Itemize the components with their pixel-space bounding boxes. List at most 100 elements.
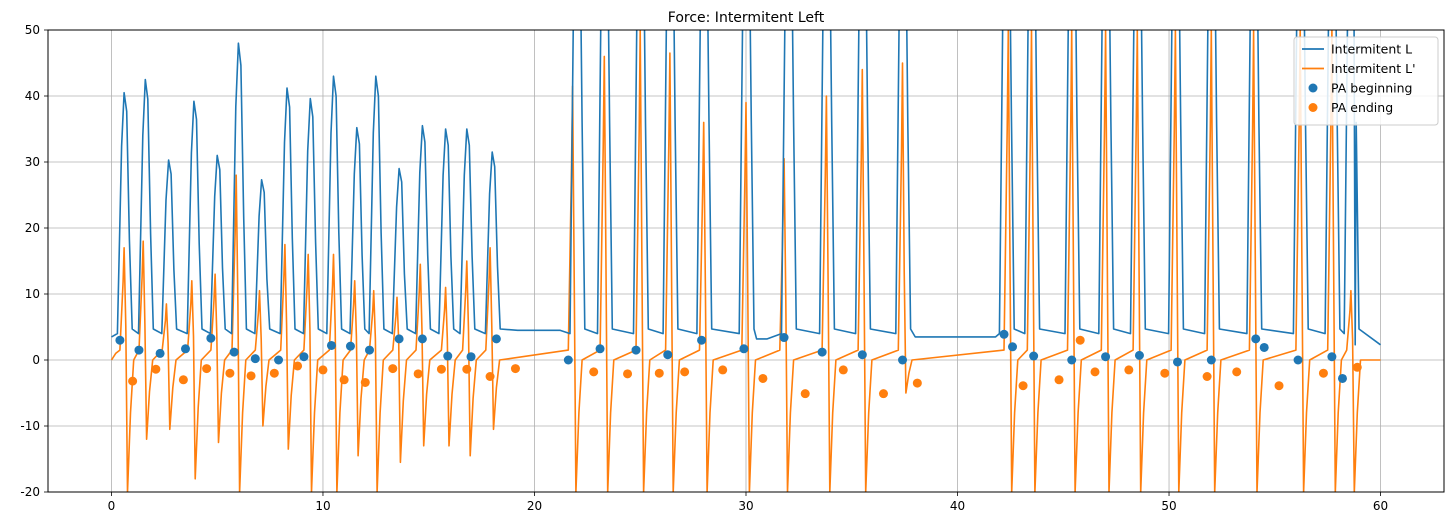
pa-beginning-point: [1206, 355, 1216, 365]
pa-ending-point: [485, 372, 495, 381]
pa-ending-point: [128, 376, 138, 386]
legend-marker-swatch: [1308, 103, 1318, 112]
pa-ending-point: [912, 378, 922, 388]
pa-ending-point: [878, 389, 888, 399]
pa-beginning-point: [999, 329, 1009, 339]
pa-beginning-point: [563, 355, 573, 365]
pa-ending-point: [388, 364, 398, 374]
pa-beginning-point: [1008, 342, 1018, 352]
pa-beginning-point: [898, 355, 908, 365]
y-tick-label: 10: [25, 287, 40, 301]
pa-beginning-point: [206, 333, 216, 343]
pa-beginning-point: [1101, 352, 1111, 362]
pa-ending-point: [1160, 368, 1170, 378]
series-intermitent-l-prime-line: [110, 30, 1381, 492]
pa-ending-point: [225, 368, 235, 378]
pa-beginning-point: [345, 341, 355, 351]
pa-ending-point: [758, 373, 768, 383]
pa-ending-point: [1232, 367, 1242, 377]
pa-ending-point: [589, 367, 599, 377]
pa-beginning-point: [595, 344, 605, 354]
x-tick-label: 40: [950, 499, 965, 513]
pa-beginning-point: [326, 340, 336, 350]
axis-ticks: 0 10 20 30 40 50 60 -20 -10 0 10 20 30 40 50: [20, 23, 1388, 513]
pa-ending-point: [1018, 381, 1028, 391]
y-tick-label: 40: [25, 89, 40, 103]
pa-beginning-point: [1293, 355, 1303, 365]
pa-ending-point: [151, 364, 161, 374]
pa-beginning-point: [817, 347, 827, 357]
pa-beginning-point: [697, 335, 707, 345]
pa-ending-point: [1352, 362, 1362, 372]
pa-ending-point: [1075, 335, 1085, 345]
pa-ending-point: [1318, 368, 1328, 378]
legend-label: PA ending: [1331, 100, 1393, 115]
pa-beginning-point: [1029, 351, 1039, 361]
pa-beginning-point: [1251, 334, 1261, 344]
pa-ending-point: [293, 361, 303, 371]
pa-ending-point: [680, 367, 690, 377]
pa-ending-point: [339, 375, 349, 385]
x-tick-label: 50: [1161, 499, 1176, 513]
y-tick-label: 50: [25, 23, 40, 37]
pa-beginning-point: [274, 355, 284, 365]
pa-beginning-point: [155, 348, 165, 358]
pa-beginning-point: [443, 351, 453, 361]
pa-beginning-point: [779, 333, 789, 343]
pa-beginning-point: [1259, 342, 1269, 352]
pa-beginning-point: [394, 334, 404, 344]
pa-beginning-point: [417, 334, 427, 344]
pa-beginning-point: [466, 352, 476, 362]
pa-ending-point: [178, 375, 188, 385]
legend-box: [1293, 36, 1439, 126]
plot-area: [110, 30, 1381, 492]
y-tick-label: 0: [32, 353, 40, 367]
pa-ending-point: [1054, 375, 1064, 385]
pa-ending-point: [654, 368, 664, 378]
legend-marker-swatch: [1308, 83, 1318, 93]
pa-ending-point: [623, 369, 633, 379]
pa-beginning-point: [631, 345, 641, 355]
pa-ending-point: [360, 377, 370, 387]
pa-beginning-point: [115, 335, 125, 345]
pa-beginning-point: [1337, 373, 1347, 383]
pa-beginning-point: [739, 344, 749, 354]
pa-beginning-point: [491, 334, 501, 344]
x-tick-label: 60: [1373, 499, 1388, 513]
x-tick-label: 30: [738, 499, 753, 513]
y-tick-label: 30: [25, 155, 40, 169]
pa-beginning-point: [229, 347, 239, 357]
x-tick-label: 20: [527, 499, 542, 513]
y-tick-label: 20: [25, 221, 40, 235]
pa-beginning-point: [134, 345, 144, 355]
x-tick-label: 0: [108, 499, 116, 513]
pa-ending-point: [436, 364, 446, 374]
pa-ending-point: [1202, 372, 1212, 381]
y-tick-label: -20: [20, 485, 40, 499]
pa-beginning-point: [1067, 355, 1077, 365]
pa-ending-point: [718, 365, 728, 375]
pa-ending-point: [318, 365, 328, 375]
x-tick-label: 10: [315, 499, 330, 513]
pa-ending-point: [202, 364, 212, 374]
chart-title: Force: Intermitent Left: [668, 10, 825, 26]
pa-ending-point: [800, 389, 810, 399]
pa-beginning-point: [1327, 352, 1337, 362]
series-intermitent-l-line: [111, 30, 1381, 346]
pa-ending-point: [246, 371, 256, 381]
legend: Intermitent L Intermitent L' PA beginning P…: [1293, 36, 1439, 126]
legend-label: Intermitent L': [1331, 61, 1416, 76]
pa-ending-point: [1274, 381, 1284, 391]
legend-label: Intermitent L: [1331, 42, 1412, 57]
y-tick-label: -10: [20, 419, 40, 433]
legend-label: PA beginning: [1331, 81, 1412, 96]
pa-ending-point: [838, 365, 848, 375]
pa-beginning-point: [1172, 357, 1182, 367]
pa-ending-point: [510, 364, 520, 374]
pa-beginning-point: [250, 354, 260, 364]
pa-beginning-point: [299, 352, 309, 362]
pa-ending-point: [413, 369, 423, 379]
pa-beginning-point: [365, 345, 375, 355]
pa-beginning-point: [1134, 350, 1144, 360]
